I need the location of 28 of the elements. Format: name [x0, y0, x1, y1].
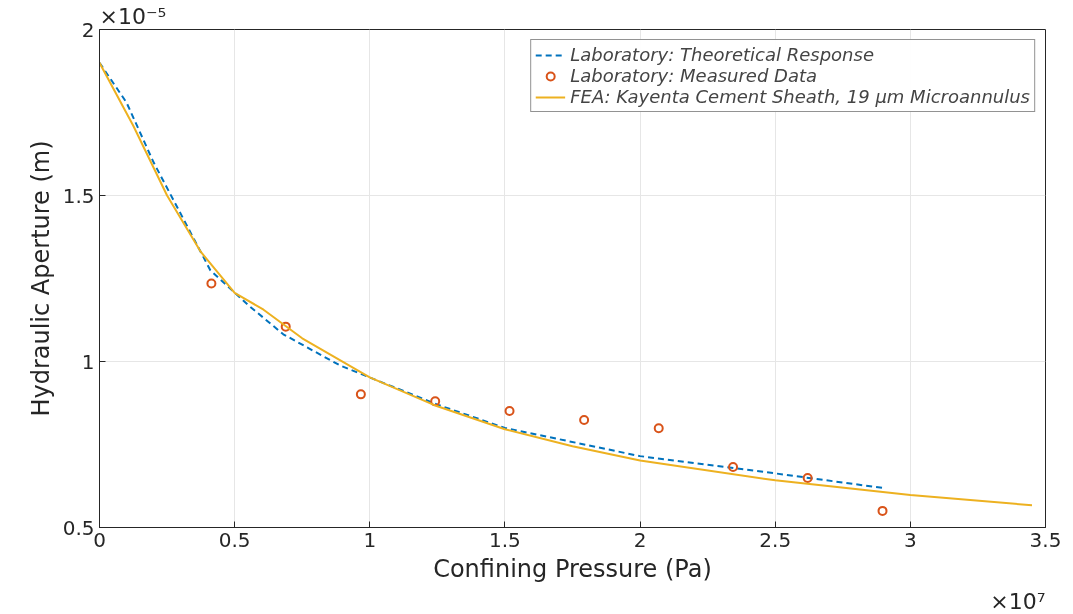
point — [877, 505, 888, 516]
y-tick-label: 2 — [81, 17, 95, 42]
legend-label: FEA: Kayenta Cement Sheath, 19 μm Microannulus — [570, 86, 1030, 107]
x-tick-label: 2 — [633, 527, 647, 552]
point — [430, 396, 441, 407]
x-axis-title: Confining Pressure (Pa) — [433, 554, 712, 583]
x-tick-label: 3 — [903, 527, 917, 552]
text: ×10⁷ — [990, 588, 1046, 614]
point — [504, 405, 515, 416]
point — [206, 278, 217, 289]
point — [802, 473, 813, 484]
text: ×10⁻⁵ — [99, 3, 167, 29]
point — [728, 462, 739, 473]
y-tick-label: 1 — [81, 349, 95, 374]
x-tick-label: 2.5 — [759, 527, 792, 552]
legend-label: Laboratory: Measured Data — [570, 65, 818, 86]
x-tick-label: 1 — [363, 527, 377, 552]
point — [653, 423, 664, 434]
y-axis-title: Hydraulic Aperture (m) — [26, 140, 55, 417]
point — [355, 389, 366, 400]
legend-label: Laboratory: Theoretical Response — [570, 44, 874, 65]
point — [579, 414, 590, 425]
y-tick-label: 1.5 — [62, 183, 95, 208]
point — [280, 321, 291, 332]
x-tick-label: 3.5 — [1029, 527, 1062, 552]
x-tick-label: 0.5 — [218, 527, 251, 552]
x-tick-label: 1.5 — [489, 527, 521, 552]
x-tick-label: 0 — [93, 527, 106, 552]
